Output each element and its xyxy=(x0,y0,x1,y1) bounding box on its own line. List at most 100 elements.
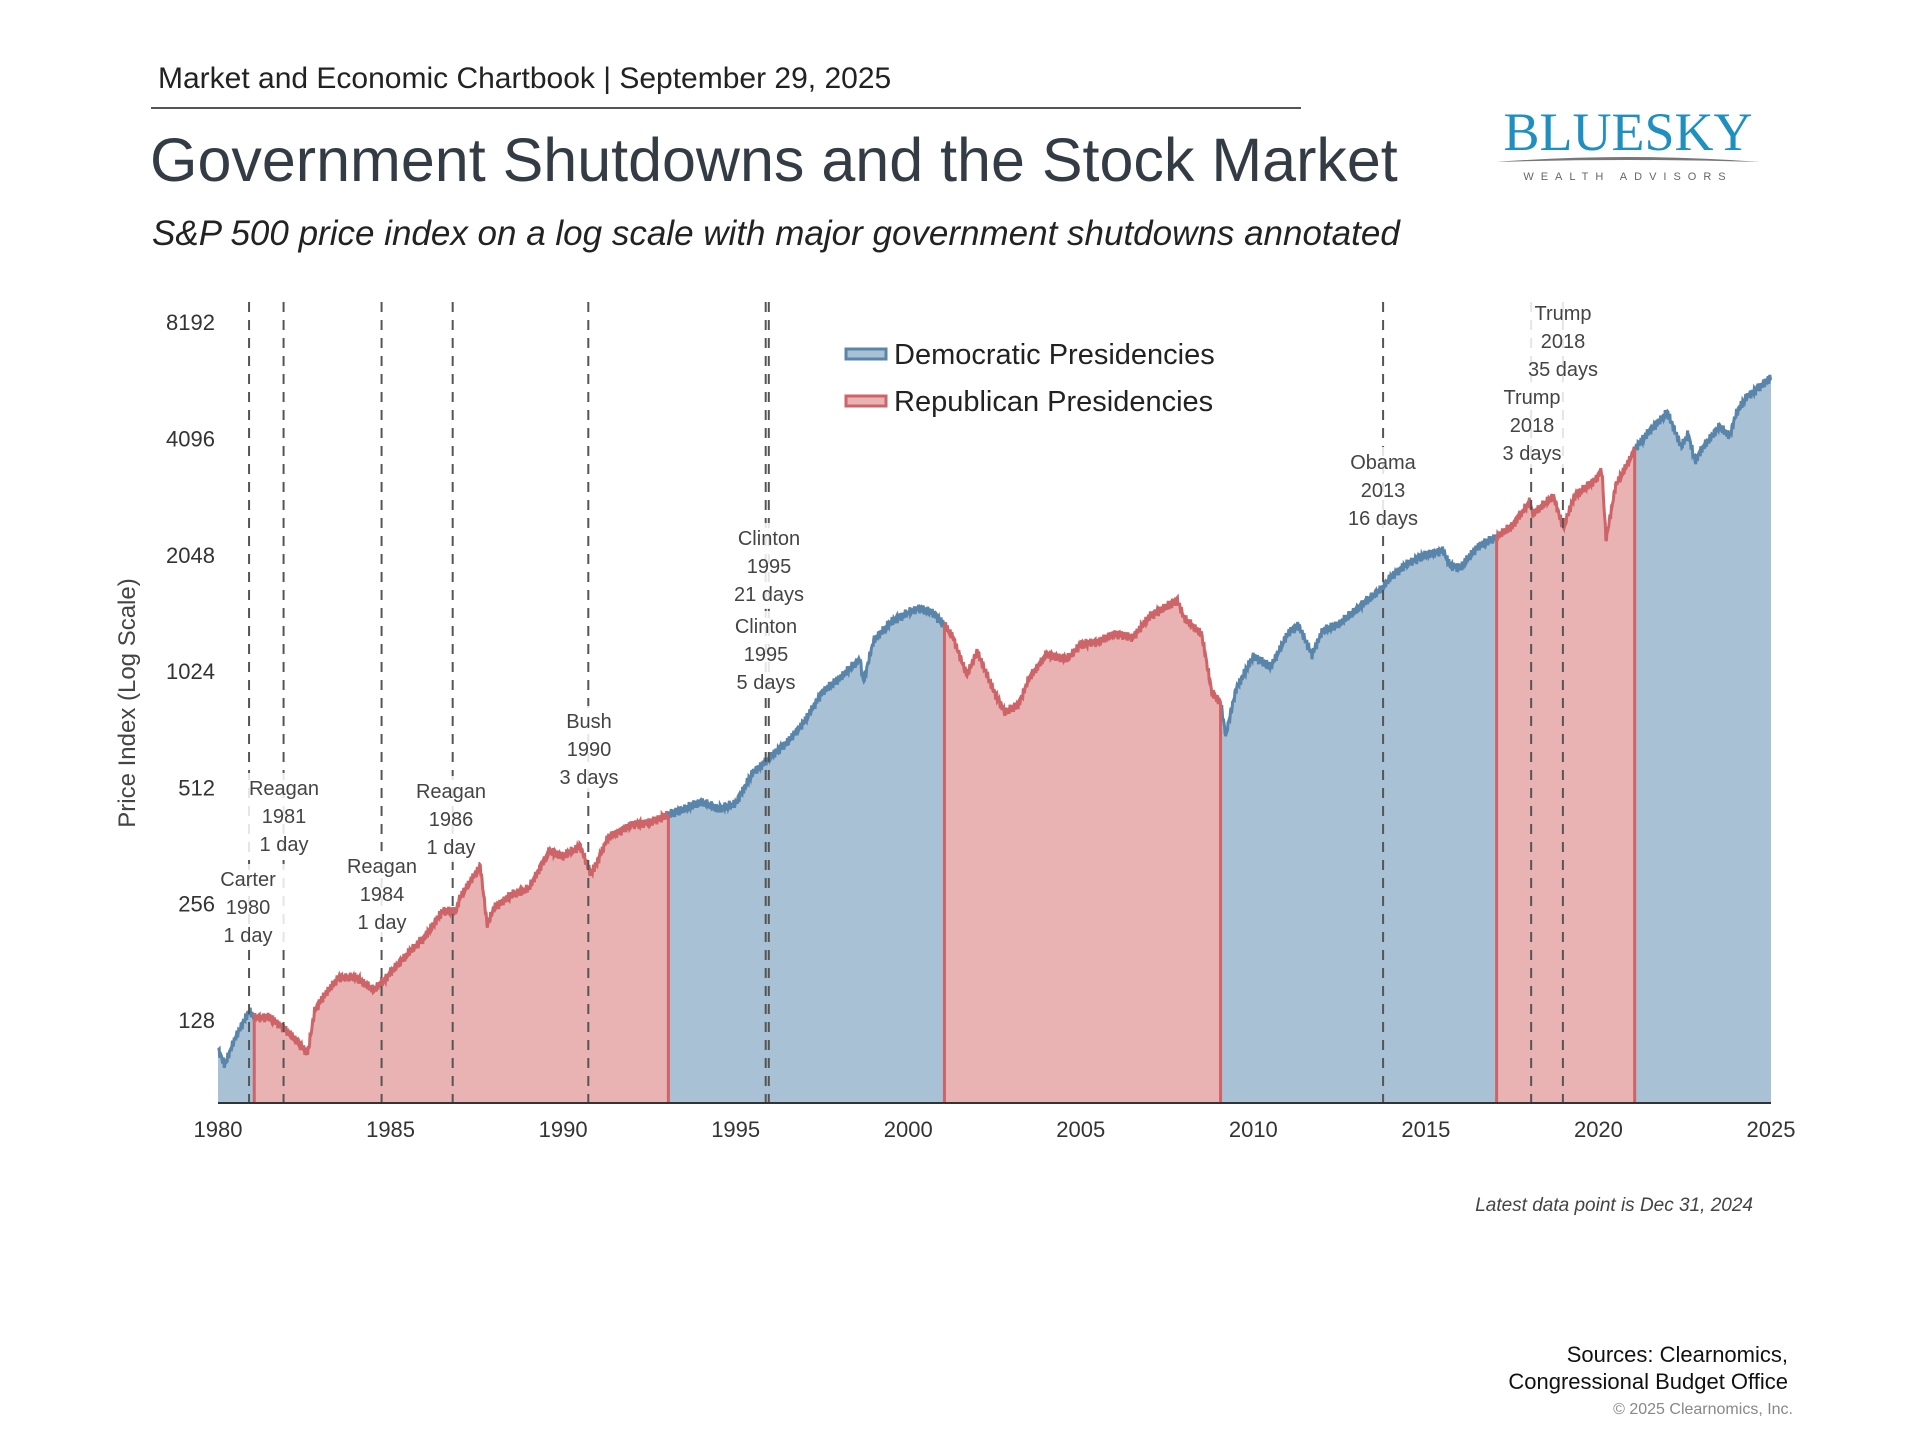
x-tick-label: 2025 xyxy=(1747,1117,1796,1142)
x-tick-label: 2010 xyxy=(1229,1117,1278,1142)
chart-footnote: Latest data point is Dec 31, 2024 xyxy=(1475,1195,1753,1216)
annotation-background xyxy=(1525,298,1601,384)
shutdown-annotations: Carter 1980 1 day Reagan 1981 1 day Reagan 1984… xyxy=(210,298,1601,950)
annotation-year: 2018 xyxy=(1541,331,1586,353)
price-line-segment xyxy=(943,593,1222,717)
bluesky-logo: BLUESKY WEALTH ADVISORS xyxy=(1496,102,1760,183)
presidency-area-democratic xyxy=(668,604,945,1103)
annotation-background xyxy=(344,851,420,937)
presidency-areas xyxy=(216,374,1773,1103)
annotation-year: 1981 xyxy=(262,806,307,828)
y-tick-label: 8192 xyxy=(166,310,215,335)
annotation-year: 1980 xyxy=(226,897,271,919)
annotation-duration: 1 day xyxy=(427,837,476,859)
presidency-area-democratic xyxy=(218,1007,255,1103)
x-tick-label: 1995 xyxy=(711,1117,760,1142)
annotation-background xyxy=(551,706,627,792)
x-tick-label: 1990 xyxy=(539,1117,588,1142)
x-tick-labels: 1980 1985 1990 1995 2000 2005 2010 2015 2020 2025 xyxy=(194,1117,1796,1142)
y-tick-label: 512 xyxy=(178,775,215,800)
shutdown-annotation: Obama 2013 16 days xyxy=(1345,447,1421,533)
annotation-background xyxy=(731,523,807,609)
annotation-duration: 21 days xyxy=(734,584,804,606)
price-line-segment xyxy=(1219,534,1499,738)
x-tick-label: 1980 xyxy=(194,1117,243,1142)
shutdown-annotation: Reagan 1986 1 day xyxy=(413,776,489,862)
annotation-president: Trump xyxy=(1534,303,1591,325)
annotation-duration: 16 days xyxy=(1348,508,1418,530)
y-tick-label: 1024 xyxy=(166,659,215,684)
legend: Democratic Presidencies Republican Presi… xyxy=(844,339,1215,418)
shutdown-annotation: Bush 1990 3 days xyxy=(551,706,627,792)
shutdown-annotation: Trump 2018 3 days xyxy=(1494,382,1570,468)
annotation-duration: 1 day xyxy=(224,925,273,947)
annotation-background xyxy=(1345,447,1421,533)
presidency-area-democratic xyxy=(1220,534,1497,1103)
legend-swatch-republican xyxy=(844,394,888,408)
presidency-area-republican xyxy=(944,597,1221,1103)
x-tick-label: 2000 xyxy=(884,1117,933,1142)
shutdown-annotation: Reagan 1984 1 day xyxy=(344,851,420,937)
annotation-president: Obama xyxy=(1350,452,1416,474)
annotation-president: Reagan xyxy=(249,778,319,800)
annotation-duration: 35 days xyxy=(1528,359,1598,381)
legend-label-republican: Republican Presidencies xyxy=(894,386,1213,418)
annotation-background xyxy=(246,773,322,859)
y-tick-label: 4096 xyxy=(166,427,215,452)
annotation-year: 1984 xyxy=(360,884,405,906)
y-tick-label: 2048 xyxy=(166,543,215,568)
sources-line-1: Sources: Clearnomics, xyxy=(1566,1342,1788,1367)
copyright: © 2025 Clearnomics, Inc. xyxy=(1613,1401,1793,1418)
shutdown-annotation: Clinton 1995 21 days xyxy=(731,523,807,609)
annotation-president: Reagan xyxy=(347,856,417,878)
price-line-segment xyxy=(1495,446,1637,542)
annotation-duration: 3 days xyxy=(1503,443,1562,465)
annotation-president: Reagan xyxy=(416,781,486,803)
x-tick-label: 2020 xyxy=(1574,1117,1623,1142)
shutdown-annotation: Carter 1980 1 day xyxy=(210,864,286,950)
logo-wordmark: BLUESKY xyxy=(1503,102,1752,162)
logo-swoosh xyxy=(1496,157,1760,162)
y-tick-label: 256 xyxy=(178,892,215,917)
annotation-duration: 1 day xyxy=(358,912,407,934)
header-rule xyxy=(151,107,1301,109)
price-line-segment xyxy=(1633,374,1773,465)
price-line-segment xyxy=(252,809,670,1056)
logo-tagline: WEALTH ADVISORS xyxy=(1523,171,1732,183)
page-subtitle: S&P 500 price index on a log scale with … xyxy=(152,214,1400,253)
annotation-president: Clinton xyxy=(738,528,800,550)
presidency-area-republican xyxy=(254,811,669,1103)
annotation-duration: 5 days xyxy=(737,672,796,694)
annotation-president: Bush xyxy=(566,711,612,733)
annotation-president: Carter xyxy=(220,869,276,891)
annotation-year: 1986 xyxy=(429,809,474,831)
annotation-duration: 3 days xyxy=(560,767,619,789)
presidency-area-republican xyxy=(1496,446,1635,1103)
price-line-segment xyxy=(667,604,946,819)
annotation-duration: 1 day xyxy=(260,834,309,856)
sources: Sources: Clearnomics, Congressional Budg… xyxy=(1508,1341,1788,1395)
annotation-background xyxy=(728,611,804,697)
y-tick-labels: 128 256 512 1024 2048 4096 8192 xyxy=(166,310,215,1033)
annotation-year: 1990 xyxy=(567,739,612,761)
y-tick-label: 128 xyxy=(178,1008,215,1033)
annotation-background xyxy=(413,776,489,862)
legend-label-democratic: Democratic Presidencies xyxy=(894,339,1215,371)
page-title: Government Shutdowns and the Stock Marke… xyxy=(150,126,1398,194)
annotation-background xyxy=(1494,382,1570,468)
x-tick-label: 2015 xyxy=(1401,1117,1450,1142)
shutdown-annotation: Clinton 1995 5 days xyxy=(728,611,804,697)
x-tick-label: 1985 xyxy=(366,1117,415,1142)
annotation-president: Trump xyxy=(1503,387,1560,409)
annotation-president: Clinton xyxy=(735,616,797,638)
annotation-year: 2013 xyxy=(1361,480,1406,502)
annotation-year: 1995 xyxy=(744,644,789,666)
sources-line-2: Congressional Budget Office xyxy=(1508,1369,1788,1394)
presidency-area-democratic xyxy=(1634,374,1771,1103)
annotation-year: 2018 xyxy=(1510,415,1555,437)
shutdown-annotation: Trump 2018 35 days xyxy=(1525,298,1601,384)
legend-swatch-democratic xyxy=(844,347,888,361)
shutdown-annotation: Reagan 1981 1 day xyxy=(246,773,322,859)
annotation-year: 1995 xyxy=(747,556,792,578)
